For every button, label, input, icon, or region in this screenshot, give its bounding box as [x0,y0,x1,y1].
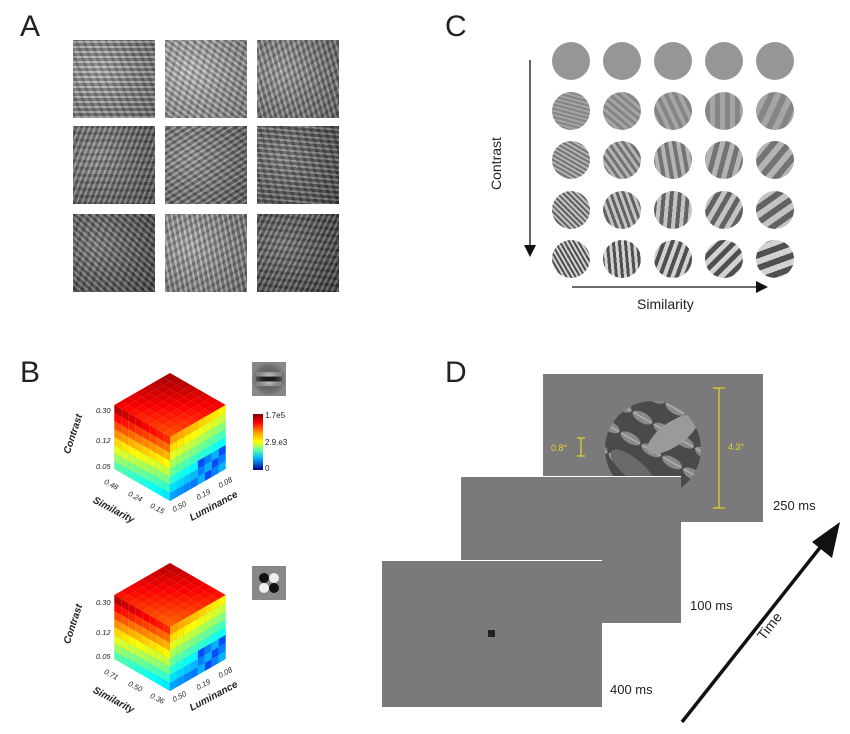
texture-disc [603,190,641,229]
texture-disc [654,141,692,179]
panel-c-letter: C [445,10,467,43]
cube-1-contrast-tick: 0.30 [96,406,111,415]
texture-disc [705,190,743,229]
cube-1-heatmap [113,372,227,502]
texture-disc [705,141,743,179]
panel-a-letter: A [20,10,41,43]
texture-disc [654,240,692,278]
cube-2-contrast-tick: 0.12 [96,628,111,637]
gabor-filter-icon [252,362,286,396]
fixation-point [488,630,495,637]
cube-1-contrast-label: Contrast [62,412,86,456]
texture-disc [603,91,641,130]
large-size-label: 4.3° [728,442,745,452]
cube-2-contrast-label: Contrast [62,602,86,646]
cube-2-heatmap [113,562,227,692]
panel-c-y-axis-label: Contrast [488,137,504,190]
colorbar-max-label: 1.7e5 [265,411,286,420]
texture-disc [552,141,590,179]
blank-duration: 100 ms [690,598,733,613]
texture-photo [165,126,247,204]
cube-2-contrast-tick: 0.05 [96,652,111,661]
texture-photo [165,40,247,118]
colorbar [253,414,263,470]
similarity-arrowhead-icon [756,281,768,293]
blob-filter-icon [252,566,286,600]
cube-2-contrast-tick: 0.30 [96,598,111,607]
texture-photo [73,40,155,118]
heatmap-cell [218,650,226,664]
texture-photo [73,214,155,292]
stimulus-duration: 250 ms [773,498,816,513]
texture-disc [756,240,794,278]
texture-disc [603,42,641,80]
texture-photo [73,126,155,204]
texture-disc [756,91,794,130]
heatmap-cell [218,460,226,474]
panel-b-letter: B [20,356,41,389]
cube-1-contrast-tick: 0.12 [96,436,111,445]
texture-photo [257,214,339,292]
texture-disc [603,141,641,179]
texture-disc [705,42,743,80]
texture-disc [756,42,794,80]
texture-disc [705,240,743,278]
small-size-label: 0.8° [551,443,568,453]
fixation-duration: 400 ms [610,682,653,697]
panel-d-letter: D [445,356,467,389]
texture-photo [165,214,247,292]
cube-1-contrast-tick: 0.05 [96,462,111,471]
time-arrowhead-icon [812,522,840,558]
texture-photo [257,126,339,204]
panel-c-arrows [524,60,768,293]
texture-disc [552,240,590,278]
texture-disc [603,240,641,278]
contrast-arrowhead-icon [524,245,536,257]
texture-photo [257,40,339,118]
fixation-screen [381,560,602,707]
texture-disc [552,91,590,130]
texture-disc [705,91,743,130]
time-arrow [680,522,840,724]
colorbar-mid-label: 2.9.e3 [265,438,288,447]
texture-disc [552,190,590,229]
panel-c-x-axis-label: Similarity [637,296,694,312]
texture-disc [756,141,794,179]
texture-disc [654,42,692,80]
colorbar-min-label: 0 [265,464,270,473]
texture-disc [654,190,692,229]
texture-disc [756,190,794,229]
texture-disc [654,91,692,130]
texture-disc [552,42,590,80]
